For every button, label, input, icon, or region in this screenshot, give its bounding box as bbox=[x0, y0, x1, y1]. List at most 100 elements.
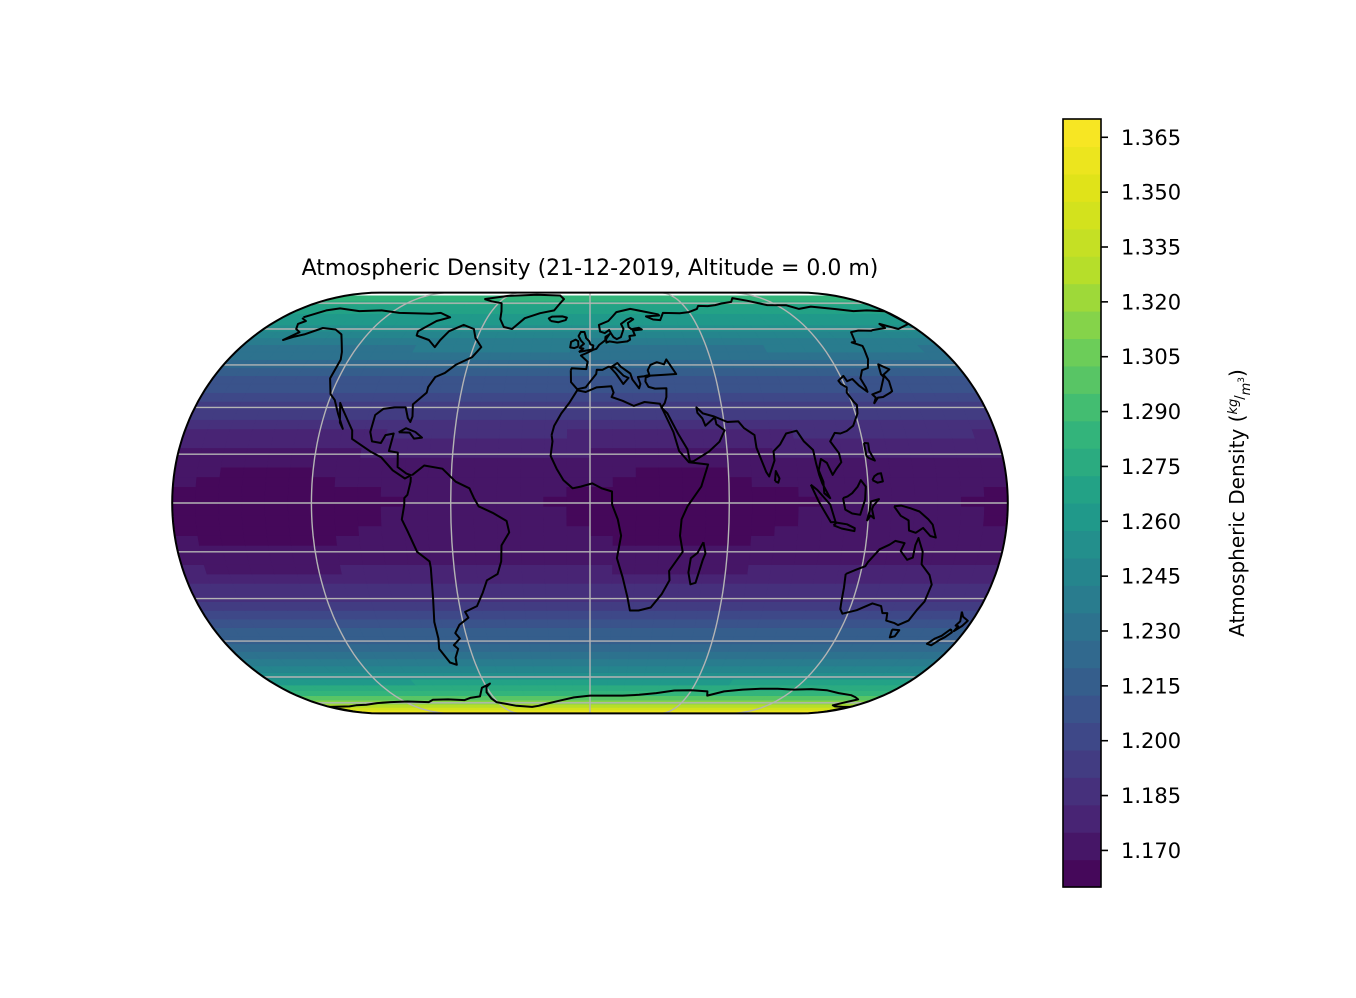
density-cell bbox=[428, 545, 454, 556]
density-cell bbox=[311, 515, 336, 527]
density-cell bbox=[647, 651, 670, 660]
density-cell bbox=[797, 375, 824, 385]
density-cell bbox=[627, 658, 649, 667]
density-cell bbox=[343, 583, 370, 593]
density-cell bbox=[453, 564, 478, 575]
density-cell bbox=[370, 601, 397, 611]
density-cell bbox=[908, 447, 935, 458]
density-cell bbox=[450, 496, 475, 507]
density-cell bbox=[220, 457, 247, 468]
density-cell bbox=[241, 515, 267, 527]
density-cell bbox=[724, 428, 750, 439]
density-cell bbox=[532, 665, 554, 674]
density-cell bbox=[383, 635, 409, 645]
density-cell bbox=[567, 401, 591, 411]
density-cell bbox=[895, 592, 923, 602]
density-cell bbox=[566, 505, 591, 517]
density-cell bbox=[635, 476, 660, 487]
density-cell bbox=[433, 410, 459, 420]
density-cell bbox=[255, 410, 283, 420]
density-cell bbox=[694, 618, 719, 628]
density-cell bbox=[941, 410, 969, 420]
coastline-segment bbox=[569, 338, 580, 350]
density-cell bbox=[538, 690, 558, 696]
density-cell bbox=[349, 601, 375, 611]
density-cell bbox=[557, 304, 575, 310]
density-cell bbox=[473, 658, 496, 667]
density-cell bbox=[195, 515, 221, 527]
density-cell bbox=[589, 554, 614, 565]
density-cell bbox=[783, 601, 810, 611]
density-cell bbox=[589, 367, 612, 376]
colorbar-band bbox=[1063, 201, 1101, 230]
coastline-segment bbox=[328, 682, 860, 713]
density-cell bbox=[589, 564, 614, 575]
density-cell bbox=[867, 515, 892, 527]
density-cell bbox=[607, 678, 627, 686]
density-cell bbox=[832, 583, 859, 593]
density-cell bbox=[610, 383, 634, 393]
density-cell bbox=[522, 573, 546, 584]
density-cell bbox=[409, 573, 435, 584]
density-cell bbox=[254, 583, 281, 593]
density-cell bbox=[475, 554, 500, 565]
density-cell bbox=[213, 592, 241, 602]
coastline-segment bbox=[549, 385, 710, 612]
density-cell bbox=[384, 437, 410, 449]
density-cell bbox=[781, 610, 807, 620]
density-cell bbox=[728, 476, 753, 487]
density-cell bbox=[609, 643, 631, 652]
density-cell bbox=[910, 457, 937, 468]
density-cell bbox=[197, 457, 224, 468]
density-cell bbox=[701, 573, 726, 584]
colorbar-tick-label: 1.350 bbox=[1121, 181, 1181, 205]
density-cell bbox=[491, 344, 514, 353]
density-cell bbox=[675, 601, 700, 611]
density-cell bbox=[181, 428, 209, 439]
density-cell bbox=[179, 437, 206, 449]
density-cell bbox=[338, 554, 364, 565]
density-cell bbox=[684, 658, 707, 667]
density-cell bbox=[504, 618, 528, 628]
density-cell bbox=[543, 447, 568, 458]
density-cell bbox=[556, 308, 575, 315]
density-cell bbox=[377, 375, 403, 385]
colorbar-band bbox=[1063, 722, 1101, 751]
colorbar-bands bbox=[1063, 119, 1101, 888]
density-cell bbox=[740, 601, 766, 611]
colorbar-band bbox=[1063, 557, 1101, 586]
density-cell bbox=[698, 592, 724, 602]
density-cell bbox=[223, 554, 250, 565]
density-cell bbox=[559, 703, 577, 708]
density-cell bbox=[543, 535, 568, 546]
colorbar-band bbox=[1063, 448, 1101, 477]
density-cell bbox=[500, 410, 525, 420]
density-cell bbox=[386, 573, 412, 584]
density-cell bbox=[276, 583, 304, 593]
density-cell bbox=[886, 545, 913, 556]
density-cell bbox=[458, 392, 484, 402]
density-cell bbox=[454, 573, 479, 584]
density-cell bbox=[474, 447, 500, 458]
density-cell bbox=[700, 583, 725, 593]
density-cell bbox=[589, 618, 612, 628]
density-cell bbox=[749, 447, 774, 458]
density-cell bbox=[741, 401, 767, 411]
density-cell bbox=[452, 554, 477, 565]
density-cell bbox=[528, 643, 551, 652]
density-cell bbox=[437, 392, 462, 402]
density-cell bbox=[726, 545, 752, 556]
density-cell bbox=[843, 466, 868, 478]
density-cell bbox=[943, 583, 971, 593]
density-cell bbox=[358, 627, 385, 637]
density-cell bbox=[264, 486, 290, 497]
density-cell bbox=[312, 466, 337, 478]
density-cell bbox=[566, 428, 591, 439]
density-cell bbox=[569, 635, 591, 645]
density-cell bbox=[960, 486, 985, 497]
density-cell bbox=[635, 304, 655, 310]
density-cell bbox=[668, 643, 692, 652]
coastline-segment bbox=[484, 293, 565, 330]
density-cell bbox=[960, 496, 985, 507]
density-cell bbox=[636, 695, 656, 701]
